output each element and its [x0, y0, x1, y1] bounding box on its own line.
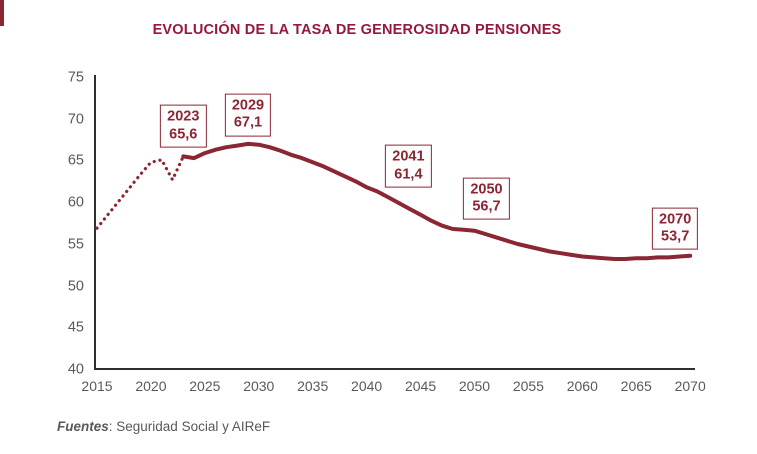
projection-line	[181, 141, 693, 261]
annotation-box-2050: 2050 56,7	[463, 177, 510, 221]
source-label: Fuentes	[57, 419, 109, 434]
annotation-value: 65,6	[169, 126, 198, 143]
source-text: : Seguridad Social y AIReF	[108, 419, 271, 434]
y-tick-label-70: 70	[67, 111, 84, 128]
annotation-year: 2041	[392, 149, 425, 166]
annotation-box-2070: 2070 53,7	[652, 207, 699, 251]
x-tick-label-2030: 2030	[243, 378, 275, 394]
annotation-value: 67,1	[233, 114, 263, 131]
x-tick-label-2060: 2060	[566, 378, 598, 394]
x-tick-label-2040: 2040	[351, 378, 383, 394]
annotation-year: 2070	[659, 211, 692, 228]
axes	[94, 75, 695, 370]
chart-title: EVOLUCIÓN DE LA TASA DE GENEROSIDAD PENS…	[152, 22, 562, 38]
x-tick-label-2070: 2070	[674, 378, 706, 394]
x-tick-label-2065: 2065	[620, 378, 652, 394]
history-dotted-line	[95, 154, 185, 230]
annotation-value: 56,7	[472, 198, 501, 215]
annotation-year: 2029	[231, 97, 265, 114]
annotation-value: 53,7	[661, 228, 690, 245]
annotation-year: 2023	[167, 109, 200, 126]
annotation-box-2041: 2041 61,4	[385, 145, 432, 188]
y-tick-label-65: 65	[67, 153, 84, 170]
x-tick-label-2045: 2045	[404, 378, 437, 394]
x-tick-label-2025: 2025	[189, 378, 221, 394]
x-tick-label-2055: 2055	[512, 378, 544, 394]
annotation-box-2023: 2023 65,6	[160, 105, 207, 148]
x-tick-label-2050: 2050	[458, 378, 491, 394]
y-tick-label-50: 50	[67, 278, 84, 295]
annotation-year: 2050	[470, 181, 503, 198]
y-tick-label-60: 60	[67, 194, 84, 211]
y-tick-label-45: 45	[67, 319, 84, 336]
y-tick-label-55: 55	[67, 236, 84, 253]
annotation-value: 61,4	[394, 166, 423, 183]
annotation-box-2029: 2029 67,1	[224, 93, 272, 137]
x-tick-label-2020: 2020	[135, 378, 167, 394]
x-tick-label-2015: 2015	[81, 378, 113, 394]
x-tick-label-2035: 2035	[297, 378, 329, 394]
y-tick-label-75: 75	[67, 69, 84, 86]
corner-mark	[0, 0, 4, 26]
source-note: Fuentes: Seguridad Social y AIReF	[57, 419, 270, 434]
y-tick-label-40: 40	[67, 361, 84, 378]
